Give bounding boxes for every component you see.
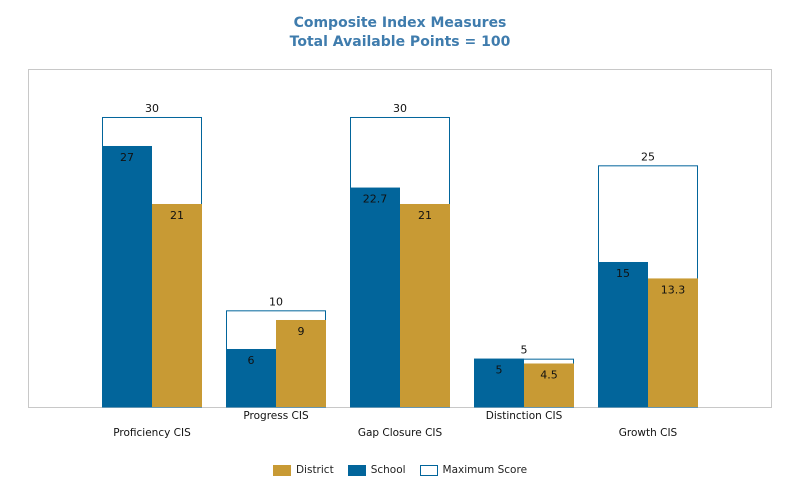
legend-swatch-district [272, 464, 291, 476]
category-label-growth-cis: Growth CIS [619, 427, 678, 439]
legend: District School Maximum Score [0, 464, 800, 476]
legend-label-district: District [295, 464, 334, 476]
max-score-label-growth-cis: 25 [641, 150, 655, 163]
legend-label-maximum-score: Maximum Score [442, 464, 528, 476]
school-bar-proficiency-cis [102, 145, 152, 407]
category-label-distinction-cis: Distinction CIS [486, 410, 563, 422]
legend-item-school: School [347, 464, 406, 476]
school-bar-distinction-cis [474, 358, 524, 407]
legend-swatch-school [347, 464, 366, 476]
max-score-label-progress-cis: 10 [269, 295, 283, 308]
max-score-label-distinction-cis: 5 [521, 344, 528, 357]
district-value-label-progress-cis: 9 [298, 325, 305, 338]
school-value-label-gap-closure-cis: 22.7 [363, 193, 388, 206]
district-bar-distinction-cis [524, 363, 574, 407]
district-value-label-proficiency-cis: 21 [170, 209, 184, 222]
chart-title: Composite Index Measures [293, 15, 507, 31]
chart-title-block: Composite Index Measures Total Available… [0, 14, 800, 52]
category-label-gap-closure-cis: Gap Closure CIS [358, 427, 443, 439]
category-label-progress-cis: Progress CIS [243, 410, 309, 422]
legend-label-school: School [370, 464, 406, 476]
school-bar-growth-cis [598, 261, 648, 407]
school-value-label-growth-cis: 15 [616, 267, 630, 280]
legend-item-district: District [272, 464, 334, 476]
school-bar-gap-closure-cis [350, 187, 400, 407]
district-bar-growth-cis [648, 278, 698, 407]
labels-layer: 30 27 21 Proficiency CIS 10 6 9 Progress CIS 30 2… [113, 102, 685, 439]
district-value-label-distinction-cis: 4.5 [540, 368, 558, 381]
max-score-label-proficiency-cis: 30 [145, 102, 159, 115]
district-bar-proficiency-cis [152, 203, 202, 407]
school-value-label-distinction-cis: 5 [496, 364, 503, 377]
legend-item-maximum-score: Maximum Score [419, 464, 528, 476]
district-value-label-growth-cis: 13.3 [661, 283, 686, 296]
district-bar-gap-closure-cis [400, 203, 450, 407]
category-label-proficiency-cis: Proficiency CIS [113, 427, 191, 439]
chart-subtitle: Total Available Points = 100 [289, 34, 511, 50]
legend-swatch-maximum-score [419, 464, 438, 476]
school-value-label-proficiency-cis: 27 [120, 151, 134, 164]
school-bar-progress-cis [226, 348, 276, 407]
district-bar-progress-cis [276, 319, 326, 407]
bars-layer [102, 116, 698, 408]
max-score-label-gap-closure-cis: 30 [393, 102, 407, 115]
district-value-label-gap-closure-cis: 21 [418, 209, 432, 222]
school-value-label-progress-cis: 6 [248, 354, 255, 367]
